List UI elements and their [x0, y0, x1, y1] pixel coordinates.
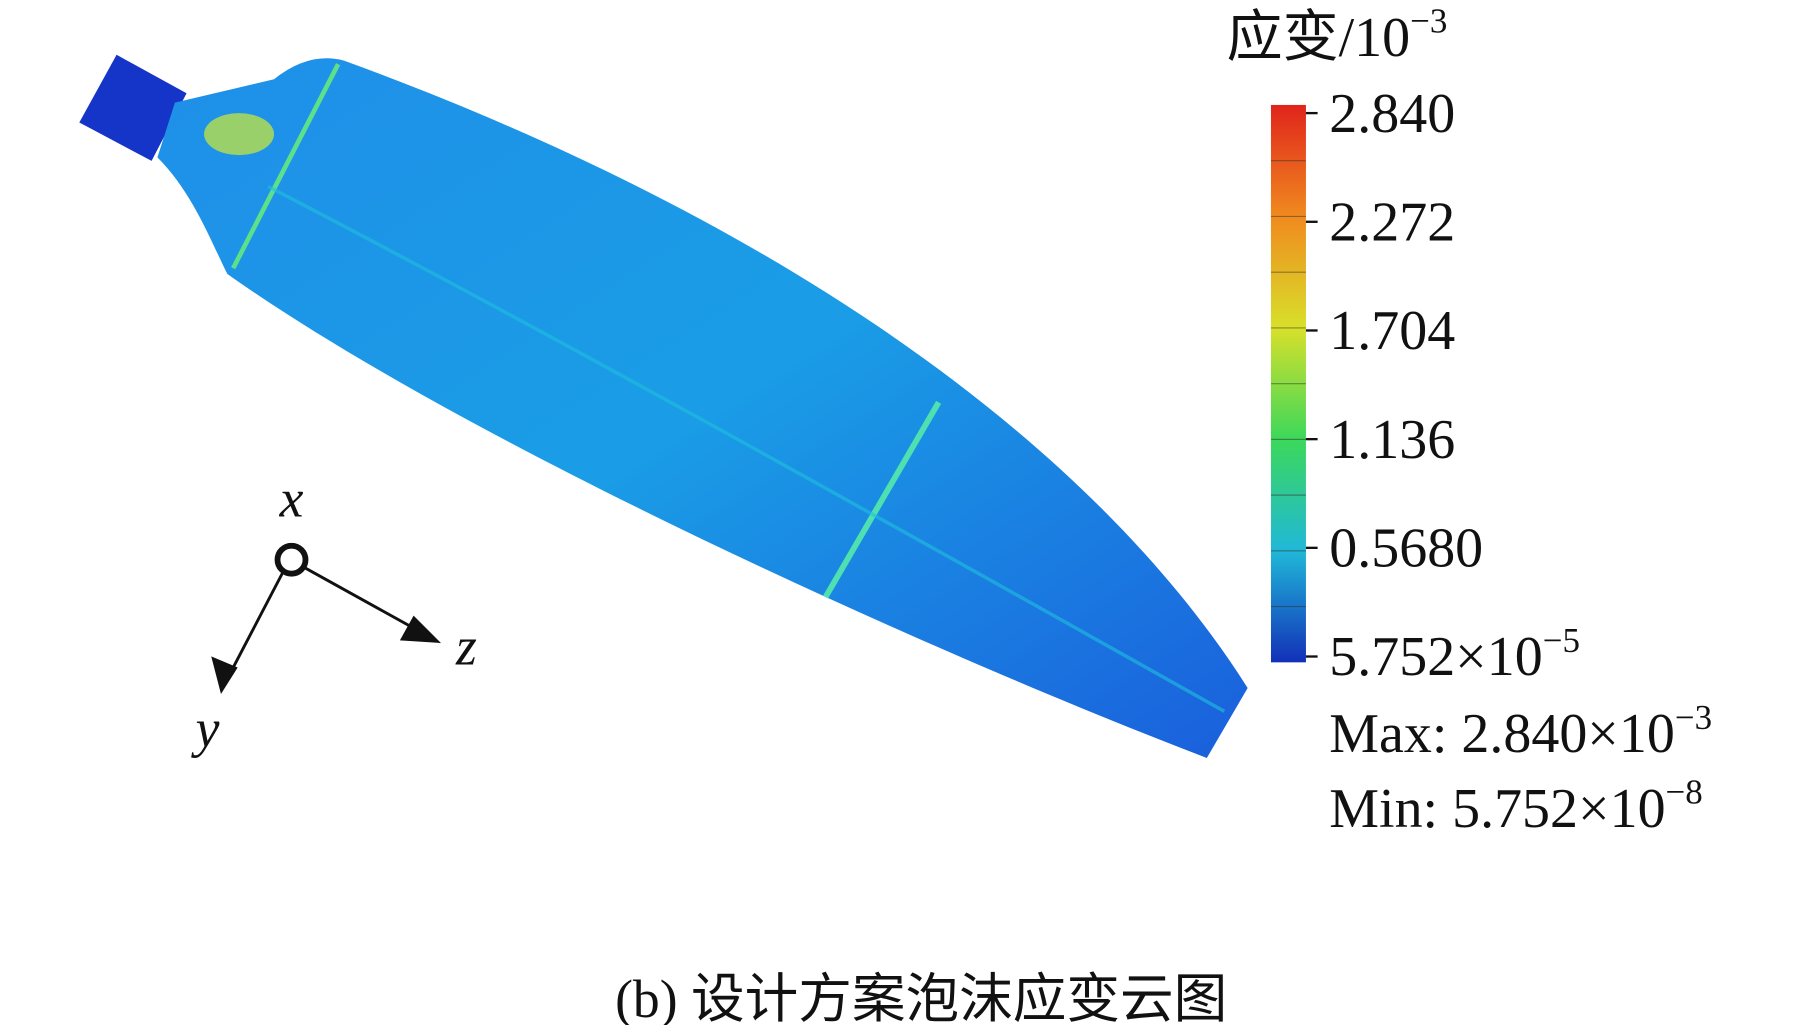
title-sup: −3: [1410, 2, 1447, 41]
max-sup: −3: [1675, 698, 1712, 737]
min-label: Min: 5.752×10−8: [1329, 772, 1703, 839]
label-sup: −5: [1543, 621, 1580, 660]
label-text: 1.704: [1329, 300, 1455, 362]
title-text: 应变/10: [1227, 7, 1410, 69]
nozzle: [79, 54, 187, 161]
label-text: 2.272: [1329, 191, 1455, 253]
colorbar-label: 5.752×10−5: [1329, 621, 1580, 688]
colorbar-labels: 2.840 2.272 1.704 1.136 0.5680 5.752×10−5: [1305, 83, 1580, 688]
label-text: 5.752×10: [1329, 626, 1542, 688]
seam: [231, 63, 341, 270]
x-origin: [274, 542, 309, 577]
colorbar-label: 0.5680: [1329, 517, 1483, 579]
colorbar-label: 2.840: [1329, 83, 1455, 145]
x-axis-label: x: [279, 469, 304, 529]
caption: (b) 设计方案泡沫应变云图: [615, 969, 1227, 1025]
colorbar-ticks: [1270, 160, 1306, 608]
y-arrow: [226, 570, 285, 680]
label-text: 1.136: [1329, 409, 1455, 471]
triad: [211, 542, 442, 694]
seam: [823, 400, 942, 599]
model: [79, 54, 1248, 758]
y-axis-label: y: [191, 698, 220, 758]
seam: [267, 185, 1226, 713]
z-axis-label: z: [455, 617, 477, 677]
foam-body: [157, 58, 1248, 758]
colorbar-label: 1.136: [1329, 409, 1455, 471]
label-text: 0.5680: [1329, 517, 1483, 579]
label-text: 2.840: [1329, 83, 1455, 145]
y-arrowhead: [211, 656, 238, 694]
colorbar-label: 2.272: [1329, 191, 1455, 253]
max-label: Max: 2.840×10−3: [1329, 698, 1712, 765]
z-arrowhead: [399, 615, 442, 644]
hotspot: [204, 113, 275, 156]
min-sup: −8: [1666, 772, 1703, 811]
legend-title: 应变/10−3: [1227, 2, 1448, 69]
max-text: Max: 2.840×10: [1329, 703, 1675, 765]
z-arrow: [300, 564, 430, 638]
min-text: Min: 5.752×10: [1329, 778, 1665, 840]
colorbar-label: 1.704: [1329, 300, 1455, 362]
